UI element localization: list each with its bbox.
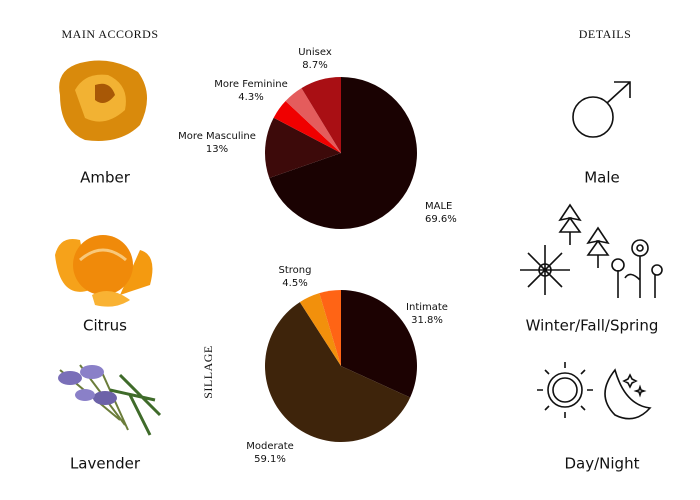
slice-label: Intimate — [406, 302, 448, 313]
pie-slice — [264, 302, 411, 442]
section-title: DETAILS — [579, 27, 632, 41]
pie-slice — [299, 293, 341, 366]
accord-label: Citrus — [83, 317, 127, 335]
slice-value: 4.5% — [282, 278, 307, 289]
slice-value: 8.7% — [302, 60, 327, 71]
slice-value: 69.6% — [425, 214, 457, 225]
seasons-icon — [520, 203, 663, 298]
detail-label: Male — [584, 169, 620, 187]
pie-slice — [265, 117, 341, 178]
pie-slice — [341, 290, 417, 398]
detail-label: Winter/Fall/Spring — [526, 317, 659, 335]
slice-value: 4.3% — [238, 92, 263, 103]
slice-value: 59.1% — [254, 454, 286, 465]
slice-label: Strong — [279, 265, 312, 276]
day-night-icon — [537, 362, 652, 420]
pie-slice — [319, 290, 341, 366]
slice-value: 13% — [206, 144, 228, 155]
section-title: MAIN ACCORDS — [61, 27, 158, 41]
male-icon — [572, 81, 631, 138]
slice-label: More Feminine — [214, 79, 287, 90]
lavender-image — [58, 364, 162, 436]
amber-image — [59, 60, 148, 141]
slice-label: Moderate — [246, 441, 294, 452]
pie-slice — [285, 88, 341, 153]
slice-value: 31.8% — [411, 315, 443, 326]
slice-label: More Masculine — [178, 131, 256, 142]
pie-slice — [301, 77, 341, 153]
pie-slice — [273, 101, 341, 153]
citrus-image — [55, 235, 153, 307]
detail-label: Day/Night — [565, 455, 640, 473]
accord-label: Lavender — [70, 455, 141, 473]
accord-label: Amber — [80, 169, 131, 187]
axis-label: SILLAGE — [201, 345, 215, 399]
pie-slice — [269, 77, 417, 229]
slice-label: MALE — [425, 201, 452, 212]
slice-label: Unisex — [298, 47, 332, 58]
